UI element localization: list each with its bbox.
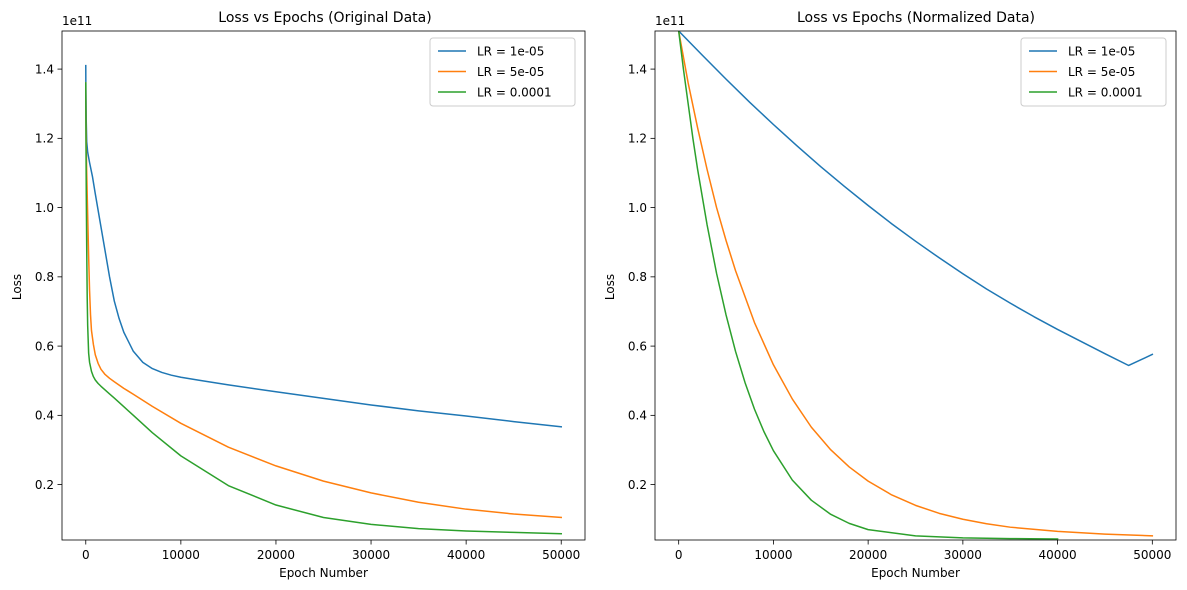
series-line-2 bbox=[85, 82, 563, 519]
y-tick-label: 0.6 bbox=[35, 339, 54, 353]
x-tick-label: 0 bbox=[82, 548, 90, 562]
plot-frame bbox=[61, 30, 586, 541]
legend-label-2: LR = 5e-05 bbox=[477, 65, 544, 79]
y-tick-label: 0.4 bbox=[628, 409, 647, 423]
y-tick-label: 0.8 bbox=[628, 270, 647, 284]
x-tick-label: 20000 bbox=[257, 548, 295, 562]
x-axis-label: Epoch Number bbox=[279, 566, 368, 580]
series-lines bbox=[677, 31, 1154, 540]
plot-frame bbox=[654, 30, 1177, 541]
series-line-3 bbox=[85, 82, 563, 535]
y-tick-label: 0.2 bbox=[35, 478, 54, 492]
x-tick-label: 30000 bbox=[352, 548, 390, 562]
x-tick-label: 30000 bbox=[944, 548, 982, 562]
chart-original-data: Loss vs Epochs (Original Data) 1e11 Epoc… bbox=[10, 10, 586, 580]
y-offset-label: 1e11 bbox=[62, 14, 92, 28]
legend: LR = 1e-05 LR = 5e-05 LR = 0.0001 bbox=[1020, 37, 1167, 107]
series-lines bbox=[85, 64, 563, 535]
legend: LR = 1e-05 LR = 5e-05 LR = 0.0001 bbox=[429, 37, 576, 107]
y-tick-label: 0.6 bbox=[628, 339, 647, 353]
chart-title: Loss vs Epochs (Normalized Data) bbox=[797, 10, 1035, 26]
x-tick-label: 50000 bbox=[542, 548, 580, 562]
y-tick-label: 1.4 bbox=[628, 62, 647, 76]
y-tick-label: 0.2 bbox=[628, 478, 647, 492]
legend-label-1: LR = 1e-05 bbox=[477, 44, 544, 58]
y-tick-label: 0.8 bbox=[35, 270, 54, 284]
legend-box bbox=[1020, 37, 1167, 107]
y-offset-label: 1e11 bbox=[655, 14, 685, 28]
x-tick-label: 50000 bbox=[1133, 548, 1171, 562]
chart-title: Loss vs Epochs (Original Data) bbox=[218, 10, 431, 26]
y-axis-label: Loss bbox=[603, 274, 617, 300]
y-axis-label: Loss bbox=[10, 274, 24, 300]
legend-label-1: LR = 1e-05 bbox=[1068, 44, 1135, 58]
y-tick-label: 1.4 bbox=[35, 62, 54, 76]
x-tick-label: 0 bbox=[675, 548, 683, 562]
x-tick-label: 10000 bbox=[754, 548, 792, 562]
series-line-1 bbox=[677, 31, 1154, 367]
chart-normalized-data: Loss vs Epochs (Normalized Data) 1e11 Ep… bbox=[603, 10, 1177, 580]
y-tick-label: 1.2 bbox=[35, 132, 54, 146]
x-tick-label: 10000 bbox=[162, 548, 200, 562]
series-line-2 bbox=[677, 31, 1154, 537]
x-tick-label: 20000 bbox=[849, 548, 887, 562]
y-tick-label: 1.0 bbox=[628, 201, 647, 215]
series-line-1 bbox=[85, 64, 563, 428]
y-tick-label: 0.4 bbox=[35, 409, 54, 423]
legend-label-3: LR = 0.0001 bbox=[477, 85, 552, 99]
series-line-3 bbox=[677, 31, 1059, 540]
legend-label-3: LR = 0.0001 bbox=[1068, 85, 1143, 99]
legend-box bbox=[429, 37, 576, 107]
x-tick-label: 40000 bbox=[1038, 548, 1076, 562]
x-axis-label: Epoch Number bbox=[871, 566, 960, 580]
y-tick-label: 1.0 bbox=[35, 201, 54, 215]
y-tick-label: 1.2 bbox=[628, 132, 647, 146]
legend-label-2: LR = 5e-05 bbox=[1068, 65, 1135, 79]
x-tick-label: 40000 bbox=[447, 548, 485, 562]
